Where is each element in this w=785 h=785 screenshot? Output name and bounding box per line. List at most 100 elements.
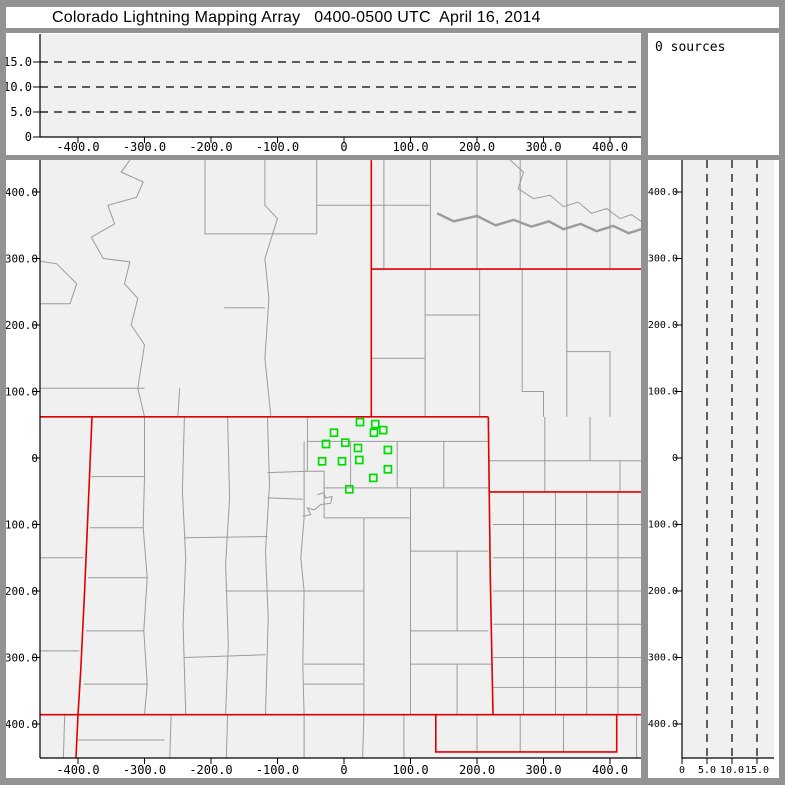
county-line xyxy=(144,684,148,715)
tick-label: 200.0 xyxy=(648,320,678,331)
tick-label: -300.0 xyxy=(648,653,678,664)
tick-label: 200.0 xyxy=(459,763,495,777)
tick-label: 400.0 xyxy=(592,763,628,777)
tick-label: -300.0 xyxy=(123,763,166,777)
lma-station-marker xyxy=(383,464,393,474)
tick-label: 400.0 xyxy=(6,186,38,199)
tick-label: 0 xyxy=(672,453,678,464)
tick-label: 300.0 xyxy=(525,763,561,777)
county-line xyxy=(302,491,333,517)
county-line xyxy=(509,160,641,222)
lma-station-marker xyxy=(368,473,378,483)
county-line xyxy=(300,441,305,715)
source-count-label: 0 sources xyxy=(655,40,726,55)
map-plot-area[interactable] xyxy=(40,160,641,758)
tick-label: -300.0 xyxy=(123,140,166,154)
county-line xyxy=(264,416,271,715)
tick-label: 10.0 xyxy=(720,765,744,776)
county-line xyxy=(177,388,181,417)
tick-label: 200.0 xyxy=(459,140,495,154)
county-line xyxy=(40,260,78,305)
county-line xyxy=(267,497,303,500)
map-geometry-layer xyxy=(40,160,641,758)
tick-label: 300.0 xyxy=(525,140,561,154)
tick-label: -400.0 xyxy=(648,719,678,730)
title-bar: Colorado Lightning Mapping Array 0400-05… xyxy=(6,7,779,28)
lma-station-marker xyxy=(337,456,347,466)
county-line xyxy=(181,416,187,715)
county-line xyxy=(90,160,146,417)
lma-station-marker xyxy=(340,438,350,448)
tick-label: -100.0 xyxy=(256,763,299,777)
tick-label: 5.0 xyxy=(10,105,32,119)
tick-label: 300.0 xyxy=(6,253,38,266)
tick-label: 0 xyxy=(31,452,38,465)
county-line xyxy=(169,714,172,758)
tick-label: 15.0 xyxy=(745,765,769,776)
lma-station-marker xyxy=(329,428,339,438)
tick-label: 0 xyxy=(25,130,32,144)
tick-label: 400.0 xyxy=(592,140,628,154)
tick-label: 200.0 xyxy=(6,319,38,332)
county-line xyxy=(184,654,266,658)
source-count-panel: 0 sources xyxy=(648,33,779,155)
lma-station-marker xyxy=(344,484,354,494)
tick-label: -200.0 xyxy=(6,585,38,598)
county-line xyxy=(204,160,317,235)
tick-label: 400.0 xyxy=(648,187,678,198)
tick-label: -200.0 xyxy=(189,140,232,154)
state-border xyxy=(434,714,618,753)
river-line xyxy=(436,212,641,235)
state-border xyxy=(487,416,494,715)
lma-station-marker xyxy=(355,417,365,427)
tick-label: -100.0 xyxy=(648,520,678,531)
tick-label: -400.0 xyxy=(56,763,99,777)
ns-plot-area[interactable] xyxy=(682,160,774,758)
plan-view-map-panel: 400.0 300.0 200.0 100.0 0 -100.0 -200.0 -300.0 -… xyxy=(6,160,641,778)
tick-label: 0 xyxy=(340,763,347,777)
page-title: Colorado Lightning Mapping Array 0400-05… xyxy=(52,8,541,26)
lma-station-marker xyxy=(317,456,327,466)
county-line xyxy=(267,470,308,474)
lma-station-marker xyxy=(354,455,364,465)
tick-label: -100.0 xyxy=(6,519,38,532)
lma-station-marker xyxy=(370,419,380,429)
county-line xyxy=(264,160,279,417)
county-line xyxy=(225,714,229,758)
altitude-northsouth-panel: 400.0 300.0 200.0 100.0 0 -100.0 -200.0 -300.0 -… xyxy=(648,160,779,778)
tick-label: -100.0 xyxy=(256,140,299,154)
altitude-eastwest-panel: 0 5.0 10.0 15.0 -400.0 -300.0 -200.0 -100.0 0 100… xyxy=(6,33,641,155)
tick-label: 100.0 xyxy=(6,386,38,399)
plan-view-map-plot: 400.0 300.0 200.0 100.0 0 -100.0 -200.0 -300.0 -… xyxy=(6,160,641,777)
lma-station-marker xyxy=(369,428,379,438)
county-line xyxy=(304,591,365,665)
lma-station-marker xyxy=(353,443,363,453)
tick-label: -300.0 xyxy=(6,652,38,665)
tick-label: 300.0 xyxy=(648,254,678,265)
tick-label: -400.0 xyxy=(56,140,99,154)
ew-plot-area[interactable] xyxy=(40,34,641,137)
lma-station-marker xyxy=(383,445,393,455)
tick-label: 10.0 xyxy=(6,80,32,94)
county-line xyxy=(225,416,231,715)
state-border xyxy=(75,416,93,758)
tick-label: 0 xyxy=(679,765,685,776)
tick-label: 0 xyxy=(340,140,347,154)
county-line xyxy=(362,714,365,758)
lma-station-marker xyxy=(321,439,331,449)
tick-label: -400.0 xyxy=(6,718,38,731)
county-line xyxy=(566,351,611,417)
altitude-eastwest-plot: 0 5.0 10.0 15.0 -400.0 -300.0 -200.0 -100.0 0 100… xyxy=(6,34,641,154)
tick-label: 5.0 xyxy=(698,765,716,776)
altitude-northsouth-plot: 400.0 300.0 200.0 100.0 0 -100.0 -200.0 -300.0 -… xyxy=(648,160,774,776)
tick-label: 15.0 xyxy=(6,55,32,69)
tick-label: 100.0 xyxy=(392,140,428,154)
tick-label: 100.0 xyxy=(392,763,428,777)
county-line xyxy=(62,714,66,758)
tick-label: 100.0 xyxy=(648,387,678,398)
lma-station-marker xyxy=(378,425,388,435)
tick-label: -200.0 xyxy=(648,586,678,597)
county-line xyxy=(410,487,489,552)
county-line xyxy=(184,536,268,539)
